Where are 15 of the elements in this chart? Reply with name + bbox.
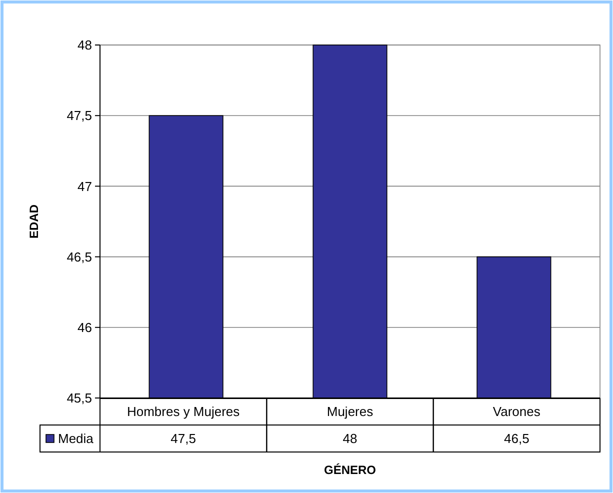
data-label: 48 — [342, 431, 358, 446]
data-label: 46,5 — [504, 431, 530, 446]
x-tick-label: Hombres y Mujeres — [126, 404, 240, 420]
y-tick-label: 47 — [78, 178, 92, 194]
legend-label: Media — [58, 431, 94, 446]
x-tick-label: Varones — [492, 404, 541, 420]
x-axis-title: GÉNERO — [324, 463, 376, 477]
y-tick-label: 48 — [78, 38, 92, 53]
data-label: 47,5 — [170, 431, 196, 446]
y-tick-label: 46,5 — [66, 249, 92, 264]
y-tick-label: 45,5 — [66, 390, 92, 406]
x-tick-label: Mujeres — [326, 404, 374, 420]
y-tick-label: 47,5 — [66, 108, 92, 124]
y-axis-title: EDAD — [27, 204, 41, 239]
y-tick-label: 46 — [78, 320, 92, 335]
